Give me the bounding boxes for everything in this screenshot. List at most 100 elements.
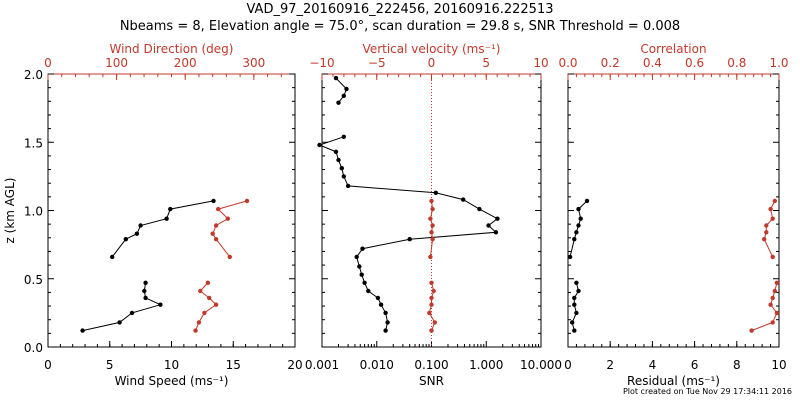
data-point-black	[578, 216, 583, 221]
x-axis-label: Residual (ms⁻¹)	[627, 374, 720, 388]
x-axis-label: Wind Speed (ms⁻¹)	[115, 374, 229, 388]
top-tick-label: 0.0	[558, 56, 577, 70]
data-point-black	[357, 264, 362, 269]
data-point-black	[143, 280, 148, 285]
data-point-red	[770, 320, 775, 325]
top-axis-label: Correlation	[640, 42, 706, 56]
data-point-black	[576, 206, 581, 212]
data-point-black	[345, 183, 351, 189]
data-point-black	[486, 223, 491, 228]
x-tick-label: 5	[106, 358, 114, 372]
top-tick-label: 0.6	[685, 56, 704, 70]
x-tick-label: 0.100	[414, 358, 448, 372]
data-point-red	[225, 216, 230, 221]
data-point-black	[168, 206, 173, 212]
data-point-red	[198, 288, 203, 294]
data-point-black	[383, 310, 388, 316]
data-point-red	[213, 302, 219, 307]
data-point-black	[117, 320, 122, 325]
chart-panel-3: 0 2 4 6 8 10 Residual (ms⁻¹) 0.0 0.2 0.4 0.6 0.8 1.0…	[558, 42, 788, 388]
data-point-black	[317, 142, 322, 148]
x-tick-label: 2	[606, 358, 614, 372]
data-point-red	[227, 254, 232, 260]
data-point-black	[354, 254, 359, 260]
data-point-red	[244, 198, 250, 204]
data-point-black	[336, 157, 341, 163]
data-point-red	[774, 310, 780, 316]
data-point-red	[429, 302, 434, 307]
data-point-black	[360, 246, 365, 251]
data-point-black	[333, 75, 339, 81]
data-point-red	[770, 216, 775, 221]
x-tick-label: 0.001	[305, 358, 339, 372]
x-tick-label: 10	[164, 358, 179, 372]
data-point-black	[477, 206, 482, 212]
top-tick-label: 0.8	[727, 56, 746, 70]
y-axis-label: z (km AGL)	[3, 178, 17, 244]
data-point-red	[768, 302, 773, 307]
data-point-red	[772, 198, 777, 204]
data-point-black	[433, 190, 438, 195]
data-point-red	[429, 328, 434, 333]
data-point-black	[572, 302, 577, 307]
data-point-red	[213, 223, 219, 228]
top-tick-label: 10	[533, 56, 548, 70]
data-point-black	[574, 310, 579, 316]
data-point-black	[341, 134, 346, 139]
data-point-red	[213, 237, 219, 242]
data-point-black	[366, 288, 371, 294]
data-point-black	[385, 320, 390, 325]
data-point-black	[378, 302, 384, 307]
top-tick-label: 0.4	[643, 56, 662, 70]
data-point-black	[336, 100, 341, 105]
data-point-black	[80, 328, 85, 333]
data-point-black	[359, 272, 364, 277]
data-point-black	[341, 93, 346, 99]
data-point-black	[375, 295, 381, 301]
data-point-black	[142, 288, 147, 294]
top-tick-label: 5	[482, 56, 490, 70]
data-point-black	[572, 295, 577, 301]
data-point-black	[158, 302, 163, 307]
data-point-black	[576, 288, 581, 294]
top-tick-label: −10	[309, 56, 334, 70]
data-point-black	[383, 328, 388, 333]
top-tick-label: 1.0	[769, 56, 788, 70]
data-point-red	[430, 237, 435, 242]
data-point-black	[211, 198, 216, 204]
data-point-black	[164, 216, 169, 221]
data-point-black	[362, 280, 367, 285]
chart-panel-2: 0.001 0.010 0.100 1.000 10.000 SNR −10 −5 0 5 10 Ve…	[305, 42, 562, 388]
data-point-red	[768, 206, 773, 212]
data-point-black	[143, 295, 148, 301]
y-tick-label: 1.0	[24, 205, 43, 219]
data-point-red	[749, 328, 754, 333]
top-tick-label: 0.2	[601, 56, 620, 70]
chart-panel-1: 0.0 0.5 1.0 1.5 2.0 z (km AGL) 0 5 10 15 20 Wind Sp…	[3, 42, 303, 388]
data-point-red	[770, 254, 775, 260]
data-point-red	[429, 280, 434, 285]
data-point-red	[431, 288, 436, 294]
x-axis-label: SNR	[419, 374, 444, 388]
data-point-black	[123, 237, 128, 242]
data-point-black	[129, 310, 135, 316]
data-point-red	[774, 280, 780, 285]
top-axis-label: Wind Direction (deg)	[110, 42, 234, 56]
data-point-black	[584, 198, 590, 204]
data-point-red	[427, 310, 432, 316]
y-tick-label: 2.0	[24, 68, 43, 82]
x-tick-label: 6	[691, 358, 699, 372]
series-line-black	[335, 77, 348, 104]
data-point-red	[770, 295, 775, 301]
data-point-red	[205, 280, 211, 285]
x-tick-label: 20	[287, 358, 302, 372]
data-point-black	[572, 237, 577, 242]
data-point-black	[574, 280, 579, 285]
data-point-black	[341, 174, 346, 179]
data-point-black	[138, 223, 143, 228]
plot-subtitle: Nbeams = 8, Elevation angle = 75.0°, sca…	[119, 19, 681, 34]
data-point-red	[202, 310, 207, 316]
data-point-red	[216, 206, 221, 212]
